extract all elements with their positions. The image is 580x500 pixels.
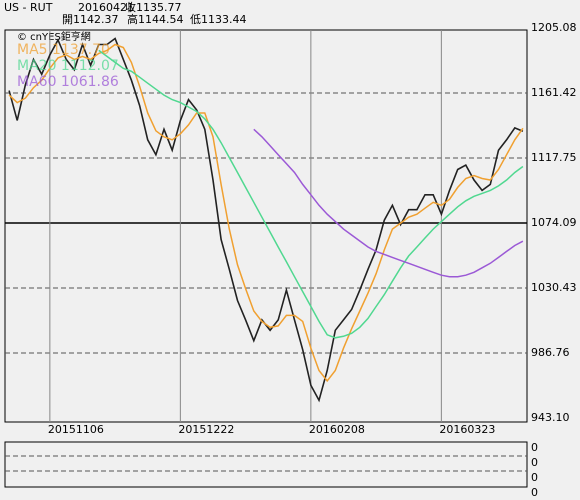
y-tick-label: 1205.08 [531,21,577,34]
date: 20160421 [78,1,134,14]
legend-entry: MA60 1061.86 [17,74,119,90]
lower-panel-frame [4,441,528,488]
lower-tick-label: 0 [531,486,538,499]
series-line [8,43,524,383]
lower-tick-label: 0 [531,471,538,484]
y-tick-label: 986.76 [531,346,570,359]
high: 高1144.54 [127,12,184,26]
x-tick-label: 20160208 [309,423,365,436]
y-tick-label: 1074.09 [531,216,577,229]
low: 低1133.44 [190,13,247,26]
y-tick-label: 1030.43 [531,281,577,294]
y-tick-label: 1117.75 [531,151,577,164]
x-tick-label: 20160323 [439,423,495,436]
series-line [98,49,524,339]
lower-tick-label: 0 [531,456,538,469]
x-tick-label: 20151106 [48,423,104,436]
open: 開1142.37 [62,13,119,26]
legend-entry: MA20 1112.07 [17,58,119,74]
plot-frame [4,29,528,423]
y-tick-label: 943.10 [531,411,570,424]
symbol: US - RUT [4,1,53,14]
source: © cnYES鉅亨網 [17,30,91,43]
series-line [253,128,524,278]
legend-entry: MA5 1137.70 [17,42,110,58]
y-tick-label: 1161.42 [531,86,577,99]
lower-tick-label: 0 [531,441,538,454]
x-tick-label: 20151222 [178,423,234,436]
close: 收1135.77 [125,0,182,14]
